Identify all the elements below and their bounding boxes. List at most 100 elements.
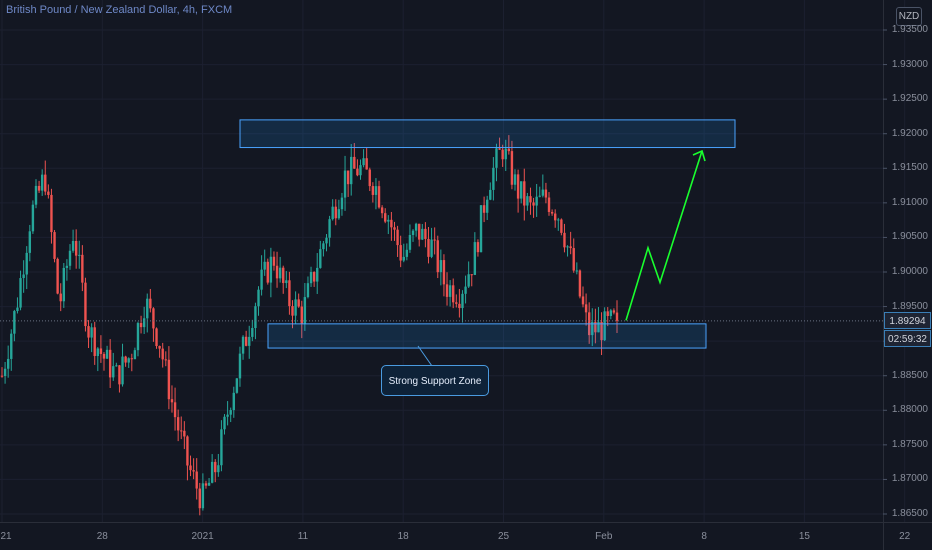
- candle-body: [254, 306, 257, 329]
- candle-body: [285, 280, 288, 284]
- candle-body: [71, 240, 75, 251]
- candle-body: [547, 197, 551, 212]
- candle-body: [189, 465, 192, 471]
- candle-body: [516, 174, 520, 199]
- candle-body: [362, 158, 365, 166]
- candle-body: [476, 242, 480, 253]
- candle-body: [121, 356, 124, 385]
- candle-body: [603, 311, 606, 341]
- candle-body: [591, 321, 594, 336]
- candle-body: [272, 256, 276, 266]
- candle-body: [16, 307, 19, 312]
- candle-body: [486, 199, 489, 213]
- candle-body: [436, 240, 439, 273]
- candle-body: [291, 306, 294, 316]
- resistance-zone: [239, 119, 736, 149]
- candle-body: [371, 186, 375, 195]
- candle-body: [10, 333, 13, 359]
- candle-body: [529, 196, 532, 203]
- candle-body: [433, 239, 436, 241]
- candle-body: [155, 328, 158, 346]
- candle-body: [498, 148, 501, 150]
- candle-body: [557, 219, 560, 221]
- candle-body: [176, 417, 180, 431]
- candle-body: [146, 298, 149, 319]
- candle-body: [260, 269, 263, 290]
- candle-body: [142, 318, 146, 328]
- candle-body: [569, 246, 572, 249]
- price-tick-label: 1.93500: [891, 24, 928, 35]
- candle-body: [331, 206, 334, 220]
- symbol-title[interactable]: British Pound / New Zealand Dollar, 4h, …: [6, 4, 233, 16]
- candle-body: [316, 267, 319, 282]
- candle-body: [53, 232, 56, 259]
- candle-body: [44, 174, 47, 192]
- candle-body: [152, 308, 155, 329]
- candle-body: [40, 174, 44, 191]
- candle-body: [411, 230, 415, 236]
- candle-body: [139, 323, 143, 328]
- candle-body: [427, 238, 430, 257]
- candle-body: [405, 249, 409, 257]
- candle-body: [492, 167, 495, 190]
- candle-body: [374, 186, 378, 195]
- candle-body: [25, 252, 28, 275]
- candle-body: [269, 256, 273, 283]
- candle-body: [217, 465, 220, 473]
- candle-body: [346, 170, 350, 185]
- candle-body: [368, 169, 371, 187]
- candle-body: [402, 256, 405, 261]
- price-tick-label: 1.92500: [891, 93, 928, 105]
- candle-body: [207, 482, 211, 486]
- candle-body: [65, 265, 69, 268]
- candle-body: [442, 260, 446, 285]
- candle-body: [124, 356, 127, 363]
- candle-body: [495, 148, 498, 168]
- candle-body: [306, 283, 310, 298]
- candle-body: [507, 148, 511, 152]
- candle-body: [489, 189, 492, 200]
- candle-body: [34, 185, 38, 205]
- candle-body: [519, 181, 523, 199]
- candle-body: [257, 289, 260, 307]
- candle-body: [201, 483, 205, 509]
- candle-body: [294, 299, 297, 316]
- candle-body: [541, 189, 545, 196]
- candle-body: [0, 375, 4, 377]
- candle-body: [232, 392, 235, 411]
- candle-body: [600, 321, 603, 341]
- candle-body: [173, 402, 177, 418]
- candle-body: [566, 246, 569, 248]
- candle-body: [424, 228, 427, 239]
- candle-body: [312, 271, 316, 282]
- candle-body: [167, 359, 171, 400]
- candle-body: [359, 165, 362, 176]
- time-tick-label: 2021: [191, 531, 214, 542]
- candle-body: [356, 168, 359, 176]
- candle-body: [161, 348, 164, 360]
- time-tick-label: 11: [297, 531, 309, 542]
- candle-body: [93, 327, 96, 356]
- candle-body: [130, 358, 133, 360]
- candle-body: [309, 271, 313, 284]
- candle-body: [226, 414, 229, 417]
- price-tick-label: 1.90000: [891, 266, 928, 277]
- candle-body: [278, 267, 282, 279]
- candle-body: [387, 219, 390, 222]
- candle-body: [408, 235, 412, 250]
- support-zone-callout[interactable]: Strong Support Zone: [381, 365, 489, 396]
- projection-arrow: [625, 150, 703, 321]
- time-tick-label: 18: [397, 531, 409, 542]
- price-tick-label: 1.93000: [891, 58, 928, 70]
- candle-body: [96, 348, 100, 356]
- candle-body: [204, 483, 208, 486]
- candle-body: [84, 282, 87, 327]
- candle-body: [340, 197, 344, 210]
- currency-badge[interactable]: NZD: [896, 7, 922, 26]
- candle-body: [501, 149, 504, 160]
- last-price-tag: 1.89294: [884, 311, 931, 329]
- time-tick-label: 25: [497, 531, 510, 542]
- candle-body: [575, 270, 579, 272]
- time-tick-label: Feb: [595, 531, 613, 542]
